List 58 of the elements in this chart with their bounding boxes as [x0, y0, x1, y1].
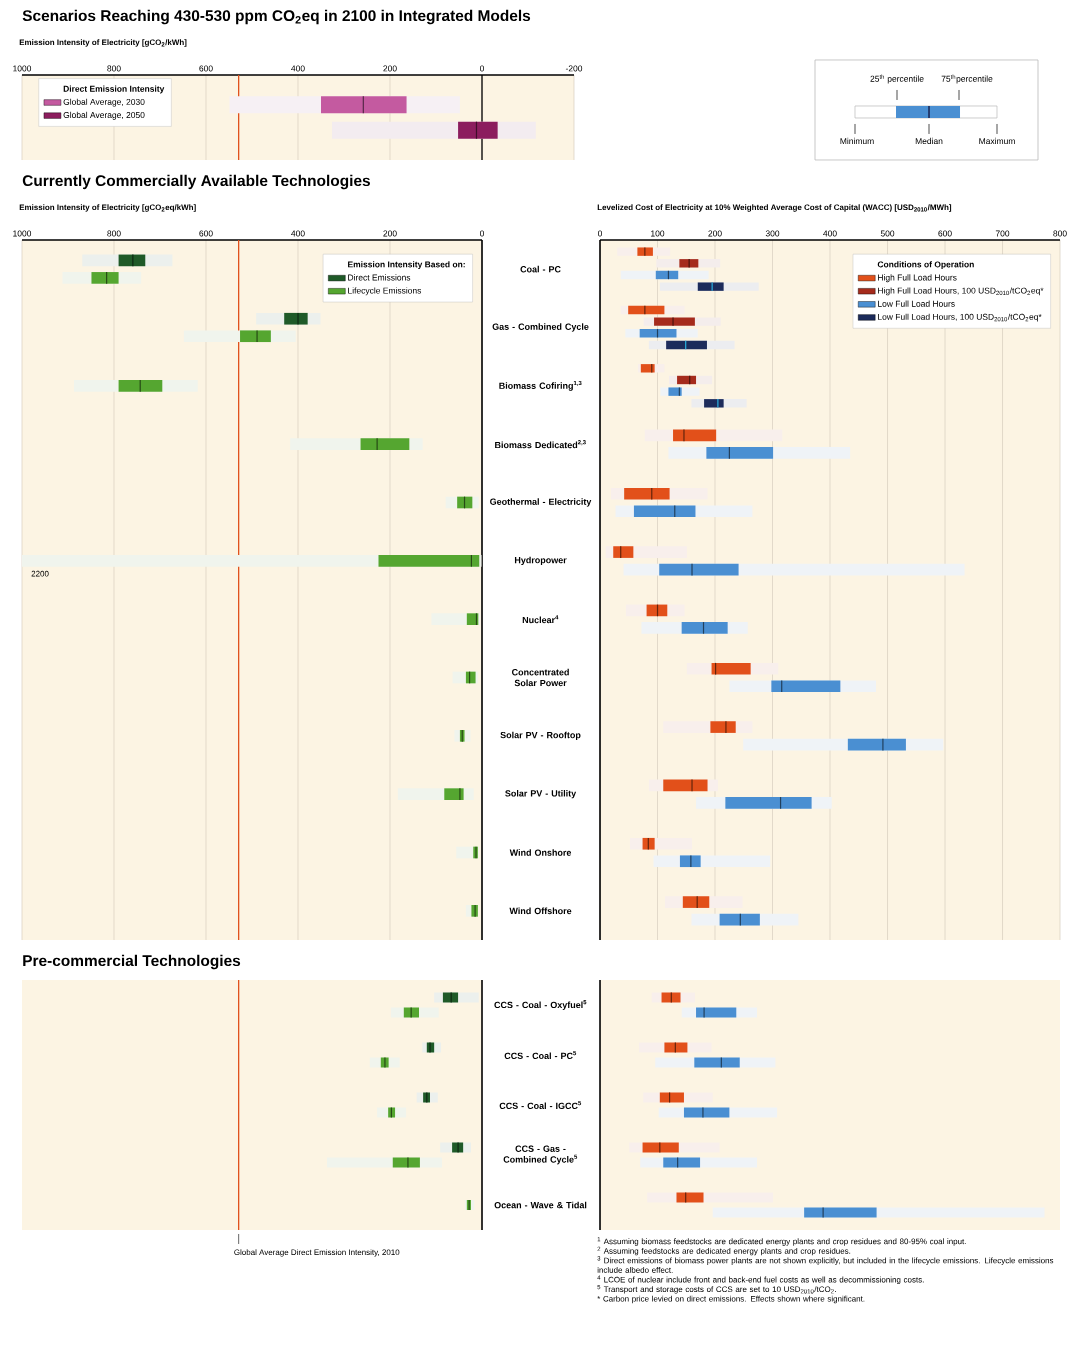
y-tick-label: CCS - Coal - IGCC$^{5}$ [499, 1100, 582, 1109]
y-tick-label: Biomass Cofiring$^{1,3}$ [499, 380, 582, 391]
x-tick-label: 0 [597, 230, 603, 237]
legend-label: High Full Load Hours, 100 USD$_{2010}$/tCO$_{2}$eq* [878, 287, 1044, 296]
x-tick-label: -200 [565, 65, 583, 72]
x-tick-label: 200 [383, 65, 397, 72]
x-tick-label: 400 [291, 65, 305, 72]
x-tick-label: 0 [479, 230, 485, 237]
x-tick-label: 800 [107, 230, 121, 237]
y-tick-label: Wind Offshore [509, 907, 572, 915]
x-tick-label: 1000 [13, 230, 32, 237]
legend-label: Low Full Load Hours [878, 300, 955, 307]
y-tick-label: Hydropower [514, 556, 567, 565]
legend-label: Direct Emissions [348, 274, 411, 281]
legend-label: Low Full Load Hours, 100 USD$_{2010}$/tCO$_{2}$eq* [878, 313, 1042, 322]
x-tick-label: 300 [765, 230, 780, 237]
x-tick-label: 600 [199, 230, 213, 237]
y-tick-label: Coal - PC [520, 265, 561, 273]
x-tick-label: 200 [383, 230, 397, 237]
legend-label: Global Average, 2030 [63, 98, 145, 107]
x-tick-label: 200 [708, 230, 722, 237]
x-tick-label: 1000 [13, 65, 32, 72]
legend-title: Direct Emission Intensity [63, 85, 165, 94]
x-tick-label: 500 [880, 230, 895, 237]
y-tick-label: Nuclear$^{4}$ [522, 615, 559, 624]
y-tick-label: Concentrated Solar Power [512, 668, 569, 687]
x-tick-label: 400 [291, 230, 305, 237]
y-tick-label: Ocean - Wave & Tidal [494, 1201, 587, 1209]
y-tick-label: Solar PV - Utility [505, 789, 577, 799]
x-tick-label: 400 [823, 230, 837, 237]
x-tick-label: 700 [995, 230, 1010, 237]
legend-title: Emission Intensity Based on: [348, 261, 465, 270]
legend-label: Lifecycle Emissions [348, 287, 422, 296]
x-tick-label: 0 [479, 65, 485, 72]
text: 25$^{th}$ percentile [870, 74, 924, 84]
legend-label: High Full Load Hours [878, 274, 957, 283]
y-tick-label: CCS - Gas - Combined Cycle$^{5}$ [503, 1145, 578, 1165]
y-tick-label: CCS - Coal - PC$^{5}$ [504, 1050, 577, 1059]
text: 75$^{th}$percentile [941, 74, 993, 84]
chart-title: Scenarios Reaching 430-530 ppm CO$_{2}$eq in 2100 in Integrated Models [22, 9, 531, 25]
text: Maximum [979, 137, 1015, 145]
legend-label: Global Average, 2050 [63, 111, 145, 120]
y-tick-label: Wind Onshore [509, 849, 572, 856]
y-tick-label: Biomass Dedicated$^{2,3}$ [495, 440, 586, 449]
chart-title: Currently Commercially Available Technologies [22, 174, 370, 190]
x-tick-label: 100 [651, 230, 665, 237]
x-tick-label: 600 [199, 65, 213, 72]
text: Median [915, 137, 943, 145]
x-tick-label: 800 [107, 65, 121, 72]
x-tick-label: 800 [1053, 230, 1067, 237]
y-tick-label: Geothermal - Electricity [490, 498, 592, 507]
chart-title: Pre-commercial Technologies [23, 954, 241, 970]
y-tick-label: CCS - Coal - Oxyfuel$^{5}$ [494, 1000, 587, 1010]
legend-title: Conditions of Operation [877, 261, 974, 270]
y-tick-label: Solar PV - Rooftop [500, 731, 581, 740]
text: Minimum [840, 137, 874, 145]
x-tick-label: 600 [938, 230, 952, 237]
y-tick-label: Gas - Combined Cycle [492, 323, 589, 332]
